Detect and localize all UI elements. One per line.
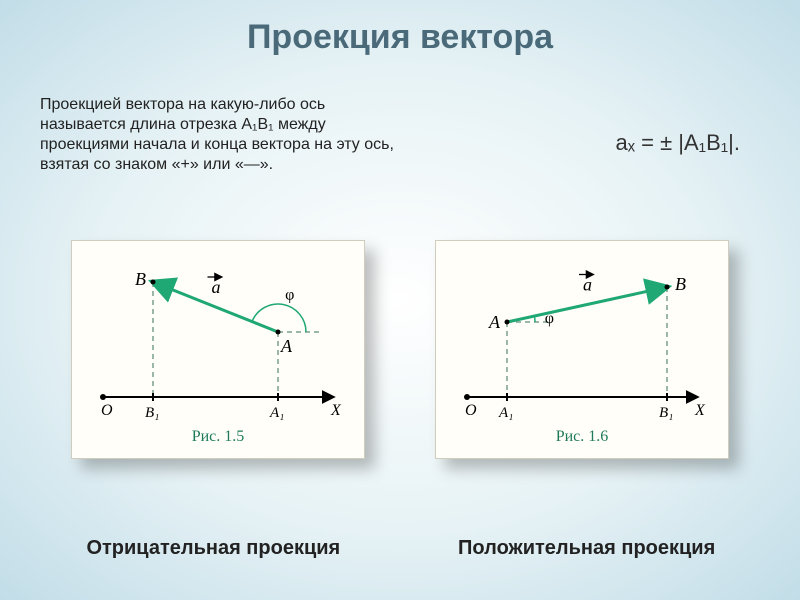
caption-negative: Отрицательная проекция bbox=[53, 537, 373, 560]
svg-text:B: B bbox=[675, 274, 686, 294]
diagram-positive: OXφABaA₁B₁Рис. 1.6 bbox=[435, 240, 729, 459]
svg-text:X: X bbox=[330, 402, 342, 419]
definition-text: Проекцией вектора на какую-либо ось назы… bbox=[40, 95, 500, 175]
svg-text:A: A bbox=[280, 336, 293, 356]
slide-root: Проекция вектора Проекцией вектора на ка… bbox=[0, 0, 800, 600]
definition-line-2: называется длина отрезка A₁B₁ между bbox=[40, 116, 326, 133]
diagram-positive-svg: OXφABaA₁B₁Рис. 1.6 bbox=[442, 247, 722, 447]
slide-title: Проекция вектора bbox=[0, 0, 800, 57]
svg-text:B₁: B₁ bbox=[145, 405, 159, 421]
svg-text:A₁: A₁ bbox=[498, 405, 513, 421]
caption-positive: Положительная проекция bbox=[427, 537, 747, 560]
svg-text:B₁: B₁ bbox=[659, 405, 673, 421]
definition-line-4: взятая со знаком «+» или «—». bbox=[40, 156, 273, 173]
svg-text:φ: φ bbox=[285, 287, 294, 304]
svg-text:X: X bbox=[694, 402, 706, 419]
definition-line-3: проекциями начала и конца вектора на эту… bbox=[40, 136, 394, 153]
svg-text:a: a bbox=[211, 277, 220, 297]
svg-text:Рис. 1.5: Рис. 1.5 bbox=[191, 428, 244, 445]
svg-text:Рис. 1.6: Рис. 1.6 bbox=[556, 428, 609, 445]
svg-text:O: O bbox=[465, 402, 477, 419]
caption-row: Отрицательная проекция Положительная про… bbox=[0, 537, 800, 560]
diagram-negative: O Xφ A Ba A₁ B₁ Рис. 1.5 bbox=[71, 240, 365, 459]
diagram-negative-svg: O Xφ A Ba A₁ B₁ Рис. 1.5 bbox=[78, 247, 358, 447]
svg-text:O: O bbox=[101, 402, 113, 419]
diagram-row: O Xφ A Ba A₁ B₁ Рис. 1.5 O Xφ A Ba A₁ B₁ Рис. 1.6 bbox=[0, 240, 800, 459]
svg-text:a: a bbox=[583, 275, 592, 295]
svg-text:B: B bbox=[135, 269, 146, 289]
svg-text:A: A bbox=[488, 312, 501, 332]
definition-line-1: Проекцией вектора на какую-либо ось bbox=[40, 96, 325, 113]
formula: aₓ = ± |A₁B₁|. bbox=[616, 130, 740, 156]
svg-text:A₁: A₁ bbox=[269, 405, 284, 421]
